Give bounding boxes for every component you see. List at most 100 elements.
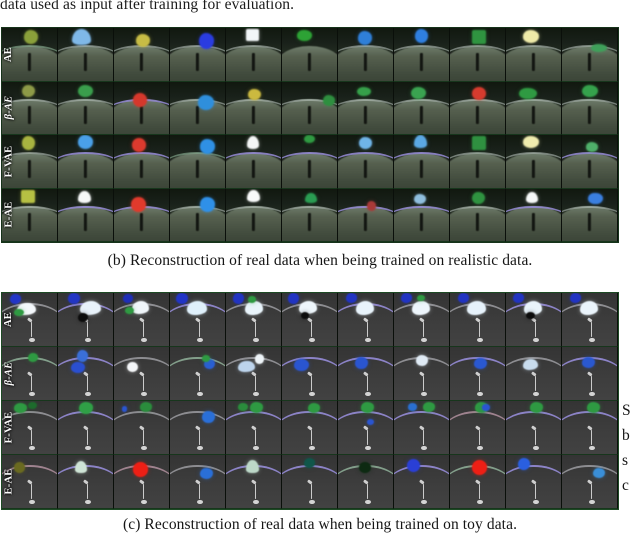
lamp-stem [87, 429, 89, 446]
sample-image-cell [338, 188, 394, 242]
sample-image-cell [506, 455, 562, 509]
scene [282, 81, 337, 135]
object-blob [199, 196, 216, 212]
object-blob [581, 356, 595, 369]
lamp-base [309, 391, 315, 396]
horizon-rim [394, 152, 449, 166]
lamp-object [419, 316, 428, 342]
lamp-base [589, 337, 595, 342]
sample-image-cell [338, 81, 394, 135]
object-blob [305, 192, 318, 204]
object-blob [250, 402, 264, 413]
horizon-rim [506, 205, 561, 220]
object-blob [294, 358, 310, 372]
sample-image-cell: AE [2, 28, 58, 82]
object-blob [422, 402, 435, 412]
lamp-stem [479, 429, 481, 446]
object-blob [287, 293, 299, 304]
object-blob [9, 294, 21, 304]
sample-image-cell [450, 401, 506, 455]
scene [282, 401, 337, 454]
object-blob [204, 358, 216, 370]
horizon-rim [2, 205, 57, 220]
sample-image-cell [506, 401, 562, 455]
horizon-arc [2, 464, 57, 493]
lamp-stem [31, 321, 33, 338]
sample-image-cell [506, 81, 562, 135]
sample-image-cell [506, 28, 562, 82]
post-object [531, 52, 535, 71]
scene [450, 28, 505, 81]
object-blob [232, 293, 244, 304]
sample-image-cell [170, 455, 226, 509]
object-blob [77, 313, 88, 322]
lamp-object [251, 316, 260, 342]
object-blob [14, 462, 26, 473]
lamp-stem [255, 375, 257, 392]
object-blob [590, 43, 608, 53]
scene [170, 135, 225, 188]
object-blob [21, 84, 35, 98]
sample-image-cell [58, 455, 114, 509]
lamp-object [195, 370, 204, 396]
scene [394, 293, 449, 346]
lamp-base [29, 391, 35, 396]
post-object [83, 213, 87, 232]
lamp-base [533, 499, 539, 504]
figure-panel-b: AE β-AE F-VAE E-AE [1, 27, 619, 243]
lamp-stem [591, 375, 593, 392]
sample-image-cell [450, 347, 506, 401]
object-blob [366, 201, 377, 211]
sample-image-cell [394, 455, 450, 509]
scene [2, 188, 57, 242]
post-object [251, 52, 255, 71]
scene [562, 28, 617, 81]
sample-image-cell [394, 188, 450, 242]
scene [394, 401, 449, 454]
object-blob [413, 193, 426, 205]
scene [226, 347, 281, 400]
caption-c: (c) Reconstruction of real data when bei… [122, 516, 518, 533]
scene [282, 293, 337, 346]
horizon-rim [170, 205, 225, 220]
sample-image-cell [338, 293, 394, 347]
sample-image-cell [282, 28, 338, 82]
horizon-arc [506, 464, 561, 493]
sample-image-cell: β-AE [2, 81, 58, 135]
lamp-stem [199, 375, 201, 392]
lamp-base [141, 445, 147, 450]
sample-image-cell [170, 28, 226, 82]
object-blob [199, 467, 213, 480]
object-blob [586, 142, 599, 152]
lamp-object [587, 370, 596, 396]
object-blob [356, 86, 371, 97]
lamp-base [141, 499, 147, 504]
post-object [307, 213, 311, 232]
lamp-stem [591, 321, 593, 338]
horizon-rim [338, 152, 393, 166]
object-blob [238, 360, 255, 373]
horizon-rim [562, 98, 617, 113]
scene [450, 347, 505, 400]
post-object [195, 106, 199, 125]
scene [170, 81, 225, 135]
scene [2, 347, 57, 400]
object-blob [345, 293, 357, 303]
lamp-stem [423, 483, 425, 500]
lamp-object [587, 316, 596, 342]
object-blob [131, 138, 146, 152]
object-blob [199, 139, 216, 154]
object-blob [20, 189, 35, 204]
post-object [531, 106, 535, 125]
scene [2, 293, 57, 346]
sample-image-cell [506, 188, 562, 242]
sample-image-cell: E-AE [2, 455, 58, 509]
scene [114, 81, 169, 135]
sample-image-cell [226, 188, 282, 242]
lamp-object [195, 424, 204, 450]
scene [562, 188, 617, 242]
post-object [195, 159, 199, 178]
horizon-arc [170, 464, 225, 493]
scene [114, 28, 169, 81]
sample-image-cell [394, 81, 450, 135]
